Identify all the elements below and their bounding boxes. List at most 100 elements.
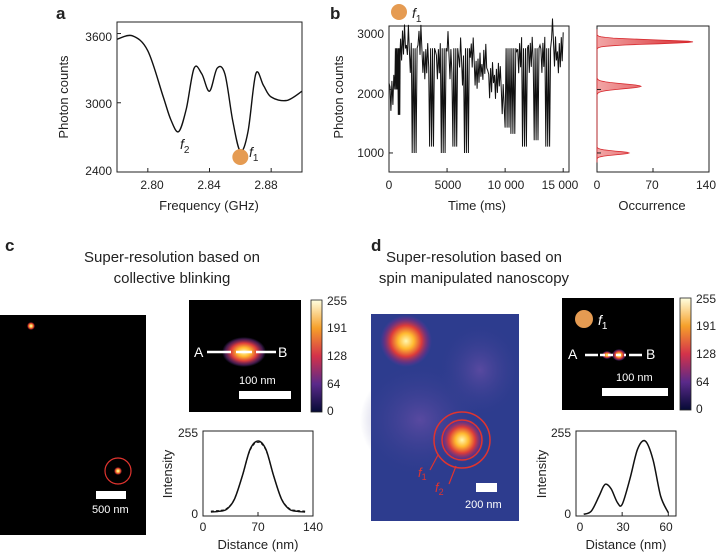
point-b-label: B [278, 344, 287, 360]
panel-c-profile-ticks [202, 430, 314, 517]
colorbar-tick-64: 64 [696, 375, 710, 389]
orange-dot-icon [391, 4, 407, 20]
pointer-line [429, 454, 439, 471]
panel-a-axes [116, 21, 303, 173]
hist-xtick-0: 0 [594, 178, 601, 192]
panel-c-wide-image [0, 315, 146, 535]
panel-b-trace-axes [388, 25, 570, 173]
panel-b-xtick-1: 5000 [435, 178, 462, 192]
panel-a-xtick-0: 2.80 [140, 178, 164, 192]
panel-a-ytick-1: 3000 [85, 97, 112, 111]
panel-c-scale-label: 500 nm [92, 504, 129, 516]
panel-d-scale-label: 200 nm [465, 499, 502, 511]
colorbar [310, 299, 323, 413]
panel-a-ytick-0: 2400 [85, 164, 112, 178]
panel-b-histogram-axes [596, 25, 710, 173]
panel-c-profile-xtick-0: 0 [200, 520, 207, 534]
panel-c-profile-ytick-1: 0 [191, 507, 198, 521]
panel-d-f1-label: f1 [418, 465, 427, 482]
panel-d-profile-ytick-0: 255 [551, 426, 571, 440]
colorbar-tick-64: 64 [327, 377, 341, 391]
colorbar-tick-128: 128 [696, 347, 716, 361]
profile-curve [583, 439, 669, 516]
panel-b-ytick-1: 2000 [357, 87, 384, 101]
colorbar-tick-255: 255 [696, 292, 716, 306]
panel-d-profile-ylabel: Intensity [534, 449, 549, 498]
point-a-label: A [194, 344, 204, 360]
panel-d-legend: f1 [598, 312, 608, 332]
panel-b-ytick-2: 3000 [357, 27, 384, 41]
emitter-spot [602, 351, 612, 359]
panel-d-heading-line1: Super-resolution based on [386, 249, 562, 266]
panel-a-f1-label: f1 [249, 144, 259, 164]
panel-c-profile-ylabel: Intensity [160, 449, 175, 498]
panel-b-xtick-2: 10 000 [488, 178, 525, 192]
orange-dot-icon [232, 149, 249, 165]
bright-spot [114, 467, 122, 475]
point-a-label: A [568, 346, 578, 362]
panel-c-zoom-scale-label: 100 nm [239, 375, 276, 387]
colorbar-tick-0: 0 [327, 404, 334, 418]
profile-fit-curve [210, 441, 306, 512]
panel-letter-b: b [330, 4, 340, 23]
panel-d-profile-xtick-0: 0 [577, 520, 584, 534]
panel-letter-c: c [5, 236, 14, 255]
panel-letter-a: a [56, 4, 66, 23]
panel-a-ylabel: Photon counts [56, 55, 71, 139]
panel-d-profile-xtick-2: 60 [659, 520, 673, 534]
odmr-curve [116, 34, 303, 153]
panel-d-profile-xlabel: Distance (nm) [586, 537, 667, 552]
panel-d-heading-line2: spin manipulated nanoscopy [379, 270, 570, 287]
panel-b-ticks [388, 25, 564, 172]
panel-c-profile-xlabel: Distance (nm) [218, 537, 299, 552]
panel-b-ytick-0: 1000 [357, 146, 384, 160]
panel-b-legend: f1 [412, 5, 422, 25]
panel-d-f2-label: f2 [435, 480, 444, 497]
panel-letter-d: d [371, 236, 381, 255]
selection-circle [441, 419, 483, 461]
profile-curve [210, 440, 306, 513]
panel-a-xlabel: Frequency (GHz) [159, 198, 259, 213]
panel-d-profile-axes [575, 430, 677, 517]
panel-a-ticks [117, 33, 272, 173]
colorbar-tick-191: 191 [696, 319, 716, 333]
photon-trace-line [388, 18, 564, 154]
hist-xtick-2: 140 [696, 178, 716, 192]
scale-bar [602, 388, 668, 396]
panel-d-profile-xtick-1: 30 [616, 520, 630, 534]
point-b-label: B [646, 346, 655, 362]
panel-a-xtick-2: 2.88 [254, 178, 278, 192]
panel-d-zoom-scale-label: 100 nm [616, 372, 653, 384]
colorbar-tick-255: 255 [327, 294, 347, 308]
emitter-spot [380, 315, 432, 367]
pointer-line [448, 465, 457, 485]
panel-b-xlabel: Time (ms) [448, 198, 506, 213]
occurrence-histogram [596, 29, 694, 163]
scale-bar [239, 391, 291, 399]
colorbar-tick-191: 191 [327, 321, 347, 335]
hist-xlabel: Occurrence [618, 198, 685, 213]
panel-b-ylabel: Photon counts [331, 55, 346, 139]
colorbar-tick-128: 128 [327, 349, 347, 363]
panel-c-profile-ytick-0: 255 [178, 426, 198, 440]
selection-circle [433, 411, 491, 469]
histogram-ticks [596, 25, 710, 172]
panel-b-xtick-0: 0 [386, 178, 393, 192]
bright-spot [27, 322, 35, 330]
colorbar-tick-0: 0 [696, 402, 703, 416]
orange-dot-icon [575, 310, 593, 328]
panel-c-heading-line1: Super-resolution based on [84, 249, 260, 266]
colorbar [679, 297, 692, 411]
hist-xtick-1: 70 [645, 178, 659, 192]
panel-d-profile-ticks [575, 430, 669, 517]
panel-a-xtick-1: 2.84 [197, 178, 221, 192]
panel-b-xtick-3: 15 000 [542, 178, 579, 192]
scale-bar [96, 491, 126, 499]
panel-a-ytick-2: 3600 [85, 30, 112, 44]
panel-c-profile-xtick-2: 140 [303, 520, 323, 534]
panel-c-heading-line2: collective blinking [114, 270, 231, 287]
background-haze [440, 325, 520, 415]
panel-a-f2-label: f2 [180, 136, 190, 156]
emitter-spot [440, 418, 484, 462]
